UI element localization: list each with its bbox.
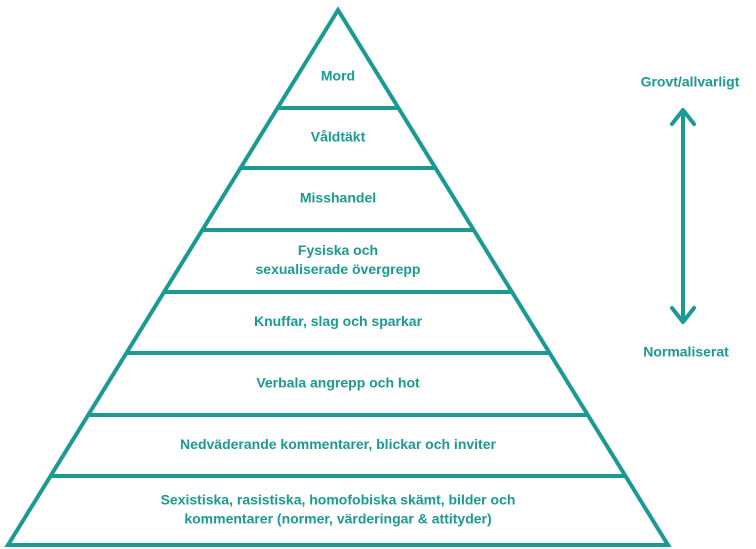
level-label: Knuffar, slag och sparkar [254, 313, 423, 329]
level-label: Sexistiska, rasistiska, homofobiska skäm… [161, 492, 516, 508]
scale-top-label: Grovt/allvarligt [641, 74, 740, 90]
arrow-head-down [670, 306, 696, 324]
level-label: sexualiserade övergrepp [256, 261, 421, 277]
arrow-head-up [670, 108, 696, 126]
level-label: Nedväderande kommentarer, blickar och in… [180, 436, 496, 452]
level-label: Fysiska och [298, 242, 378, 258]
pyramid-outline [4, 6, 672, 547]
level-label: Misshandel [300, 190, 376, 206]
scale-bottom-label: Normaliserat [643, 344, 729, 360]
level-label: Mord [321, 68, 355, 84]
pyramid [4, 6, 672, 547]
scale-arrow [670, 108, 696, 324]
level-labels: Mord Våldtäkt Misshandel Fysiska och sexuali… [161, 68, 516, 527]
level-label: Våldtäkt [311, 129, 366, 145]
level-dividers [50, 106, 626, 478]
level-label: Verbala angrepp och hot [256, 375, 420, 391]
level-label: kommentarer (normer, värderingar & attit… [184, 511, 491, 527]
